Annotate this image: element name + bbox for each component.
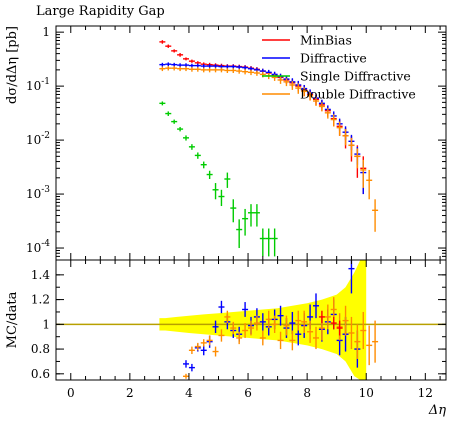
y-tick-label: 1	[42, 25, 50, 39]
x-tick-label: 2	[126, 386, 134, 400]
x-tick-label: 8	[303, 386, 311, 400]
legend-label: MinBias	[300, 33, 352, 48]
legend: MinBias Diffractive Single Diffractive Doub…	[262, 33, 416, 102]
x-axis-label: Δη	[428, 403, 446, 418]
ratio-panel	[56, 260, 446, 380]
y-tick-label: 10-3	[26, 185, 50, 201]
ratio-y-tick-label: 0.8	[31, 342, 50, 356]
y-tick-label: 10-4	[26, 239, 50, 255]
legend-label: Single Diffractive	[300, 69, 411, 84]
ratio-frame	[55, 259, 447, 381]
y-tick-label: 10-2	[26, 131, 50, 147]
legend-item-diffractive: Diffractive	[262, 51, 367, 66]
legend-label: Double Diffractive	[300, 87, 416, 102]
ratio-y-axis-label: MC/data	[5, 291, 20, 348]
x-tick-label: 4	[185, 386, 193, 400]
x-tick-label: 6	[244, 386, 252, 400]
legend-label: Diffractive	[300, 51, 367, 66]
ratio-y-tick-label: 1.2	[31, 293, 50, 307]
ratio-y-tick-label: 1.4	[31, 268, 50, 282]
main-plot-area	[159, 40, 379, 257]
y-tick-label: 10-1	[26, 77, 50, 93]
chart-title: Large Rapidity Gap	[36, 4, 165, 19]
series-double-diffractive	[159, 66, 379, 232]
ratio-y-tick-label: 0.6	[31, 367, 50, 381]
legend-item-minbias: MinBias	[262, 33, 352, 48]
legend-item-double-diffractive: Double Diffractive	[262, 87, 416, 102]
series-single-diffractive	[159, 101, 278, 257]
legend-item-single-diffractive: Single Diffractive	[262, 69, 411, 84]
x-tick-label: 12	[418, 386, 433, 400]
ratio-plot-area	[56, 260, 446, 380]
series-double-diffractive	[183, 297, 379, 379]
series-minbias	[318, 310, 343, 336]
x-tick-label: 0	[67, 386, 75, 400]
main-panel	[159, 40, 379, 257]
x-tick-label: 10	[359, 386, 374, 400]
ratio-y-tick-label: 1	[42, 317, 50, 331]
y-axis-label: dσ/dΔη [pb]	[5, 26, 20, 104]
axes: 0 2 4 6 8 10 12 1 10-1 10-2 10-3 10-4 0.6 0.8 1 1.2 1.4 Δ…	[5, 25, 447, 418]
